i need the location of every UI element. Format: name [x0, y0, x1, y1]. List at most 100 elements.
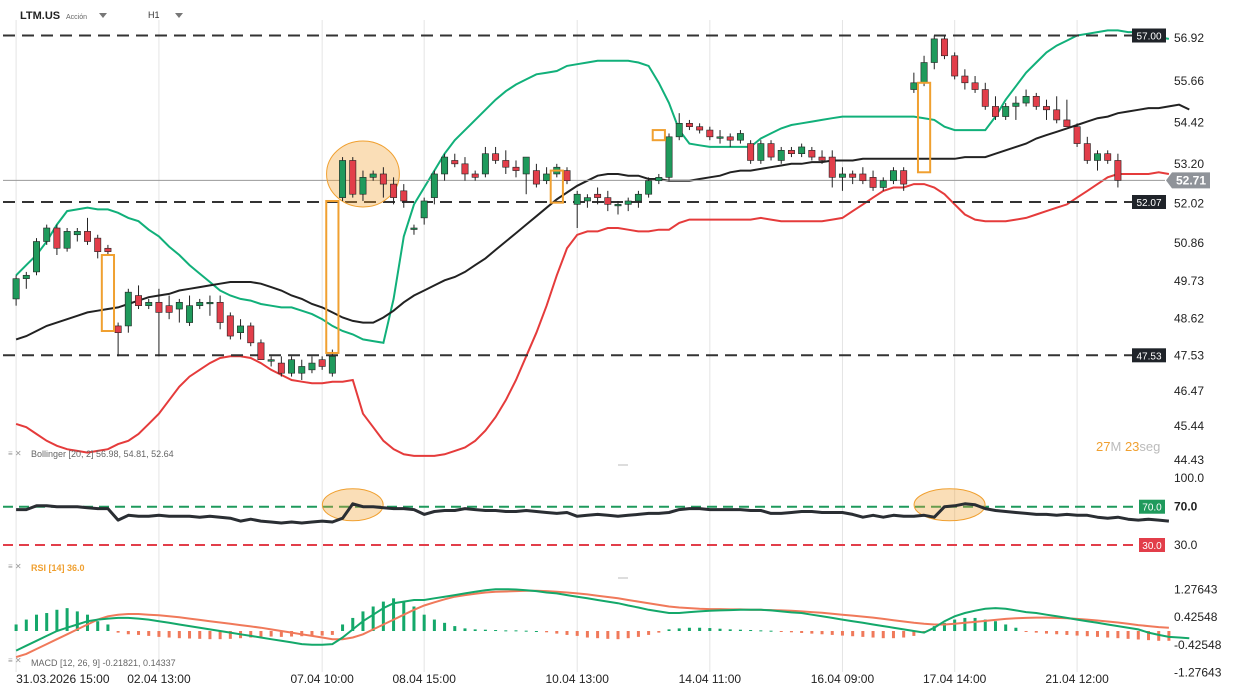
rsi-settings-icon[interactable]: ≡ ✕ [8, 562, 22, 571]
candle-body[interactable] [543, 173, 551, 182]
candle-body[interactable] [1094, 153, 1101, 161]
candle-body[interactable] [502, 160, 510, 168]
candle-body[interactable] [186, 305, 193, 323]
candle-body[interactable] [420, 200, 428, 219]
candle-body[interactable] [971, 82, 979, 90]
candle-body[interactable] [196, 301, 204, 306]
candle-body[interactable] [798, 146, 806, 155]
candle-body[interactable] [879, 180, 887, 188]
candle-body[interactable] [298, 366, 306, 374]
candle-body[interactable] [114, 325, 122, 333]
candle-body[interactable] [400, 190, 408, 202]
candle-body[interactable] [512, 166, 520, 171]
candle-body[interactable] [808, 150, 816, 158]
candle-body[interactable] [675, 123, 683, 138]
candle-body[interactable] [849, 173, 857, 178]
candle-body[interactable] [706, 129, 714, 138]
candle-body[interactable] [961, 75, 969, 84]
candle-body[interactable] [726, 136, 734, 141]
candle-body[interactable] [1104, 153, 1112, 161]
candle-body[interactable] [216, 301, 224, 323]
candle-body[interactable] [1063, 119, 1071, 127]
candle-body[interactable] [736, 133, 744, 141]
candle-body[interactable] [594, 193, 602, 198]
candle-body[interactable] [532, 170, 540, 185]
candle-body[interactable] [992, 106, 999, 117]
candle-body[interactable] [308, 362, 316, 371]
candle-body[interactable] [1032, 95, 1040, 107]
candle-body[interactable] [828, 156, 836, 178]
candle-body[interactable] [665, 136, 673, 178]
candle-body[interactable] [941, 38, 948, 57]
candle-body[interactable] [492, 153, 500, 161]
candle-body[interactable] [328, 356, 336, 374]
candle-body[interactable] [451, 160, 459, 165]
symbol-label[interactable]: LTM.US [20, 10, 61, 22]
candle-body[interactable] [257, 342, 265, 361]
candle-body[interactable] [461, 163, 469, 175]
candle-body[interactable] [1053, 109, 1061, 121]
candle-body[interactable] [930, 38, 938, 63]
candle-body[interactable] [135, 295, 142, 306]
candle-body[interactable] [869, 177, 877, 188]
candle-body[interactable] [838, 173, 846, 178]
candle-body[interactable] [767, 143, 775, 158]
candle-body[interactable] [288, 359, 296, 374]
candle-body[interactable] [84, 231, 91, 242]
timeframe-label[interactable]: H1 [148, 10, 160, 20]
candle-body[interactable] [522, 156, 530, 175]
candle-body[interactable] [1002, 106, 1010, 117]
candle-body[interactable] [94, 237, 102, 252]
candle-body[interactable] [889, 170, 897, 182]
candle-body[interactable] [716, 136, 724, 139]
candle-body[interactable] [645, 180, 653, 195]
candle-body[interactable] [818, 156, 826, 161]
candle-body[interactable] [1073, 126, 1081, 144]
candle-body[interactable] [634, 193, 642, 202]
candle-body[interactable] [920, 62, 928, 84]
candle-body[interactable] [1012, 102, 1020, 107]
candle-body[interactable] [757, 143, 765, 161]
candle-body[interactable] [124, 291, 132, 327]
candle-body[interactable] [410, 227, 418, 230]
candle-body[interactable] [951, 55, 959, 77]
candle-body[interactable] [430, 173, 438, 198]
candle-body[interactable] [787, 150, 795, 155]
candle-body[interactable] [910, 82, 918, 90]
candle-body[interactable] [175, 301, 183, 310]
candle-body[interactable] [777, 150, 785, 161]
candle-body[interactable] [165, 305, 173, 313]
candle-body[interactable] [104, 247, 112, 252]
candle-body[interactable] [63, 231, 71, 249]
candle-body[interactable] [145, 301, 153, 306]
candle-body[interactable] [624, 200, 632, 205]
candle-body[interactable] [563, 170, 571, 182]
candle-body[interactable] [1083, 143, 1091, 161]
candle-body[interactable] [441, 156, 449, 175]
symbol-dropdown-icon[interactable] [99, 13, 107, 18]
candle-body[interactable] [155, 301, 163, 313]
candle-body[interactable] [900, 170, 908, 185]
candle-body[interactable] [859, 173, 867, 182]
candle-body[interactable] [12, 278, 20, 300]
candle-body[interactable] [471, 173, 479, 178]
candle-body[interactable] [339, 160, 347, 198]
candle-body[interactable] [981, 89, 989, 107]
macd-settings-icon[interactable]: ≡ ✕ [8, 656, 22, 665]
candle-body[interactable] [573, 193, 581, 205]
candle-body[interactable] [277, 362, 285, 374]
candle-body[interactable] [359, 177, 367, 195]
candle-body[interactable] [206, 301, 214, 305]
candle-body[interactable] [379, 173, 387, 185]
candle-body[interactable] [390, 183, 398, 198]
candle-body[interactable] [747, 143, 755, 161]
candle-body[interactable] [1043, 106, 1050, 111]
candle-body[interactable] [614, 204, 622, 207]
candle-body[interactable] [73, 231, 81, 236]
candle-body[interactable] [1022, 95, 1030, 104]
candle-body[interactable] [655, 177, 663, 182]
candle-body[interactable] [247, 325, 255, 344]
candle-body[interactable] [696, 126, 704, 131]
candle-body[interactable] [481, 153, 489, 175]
